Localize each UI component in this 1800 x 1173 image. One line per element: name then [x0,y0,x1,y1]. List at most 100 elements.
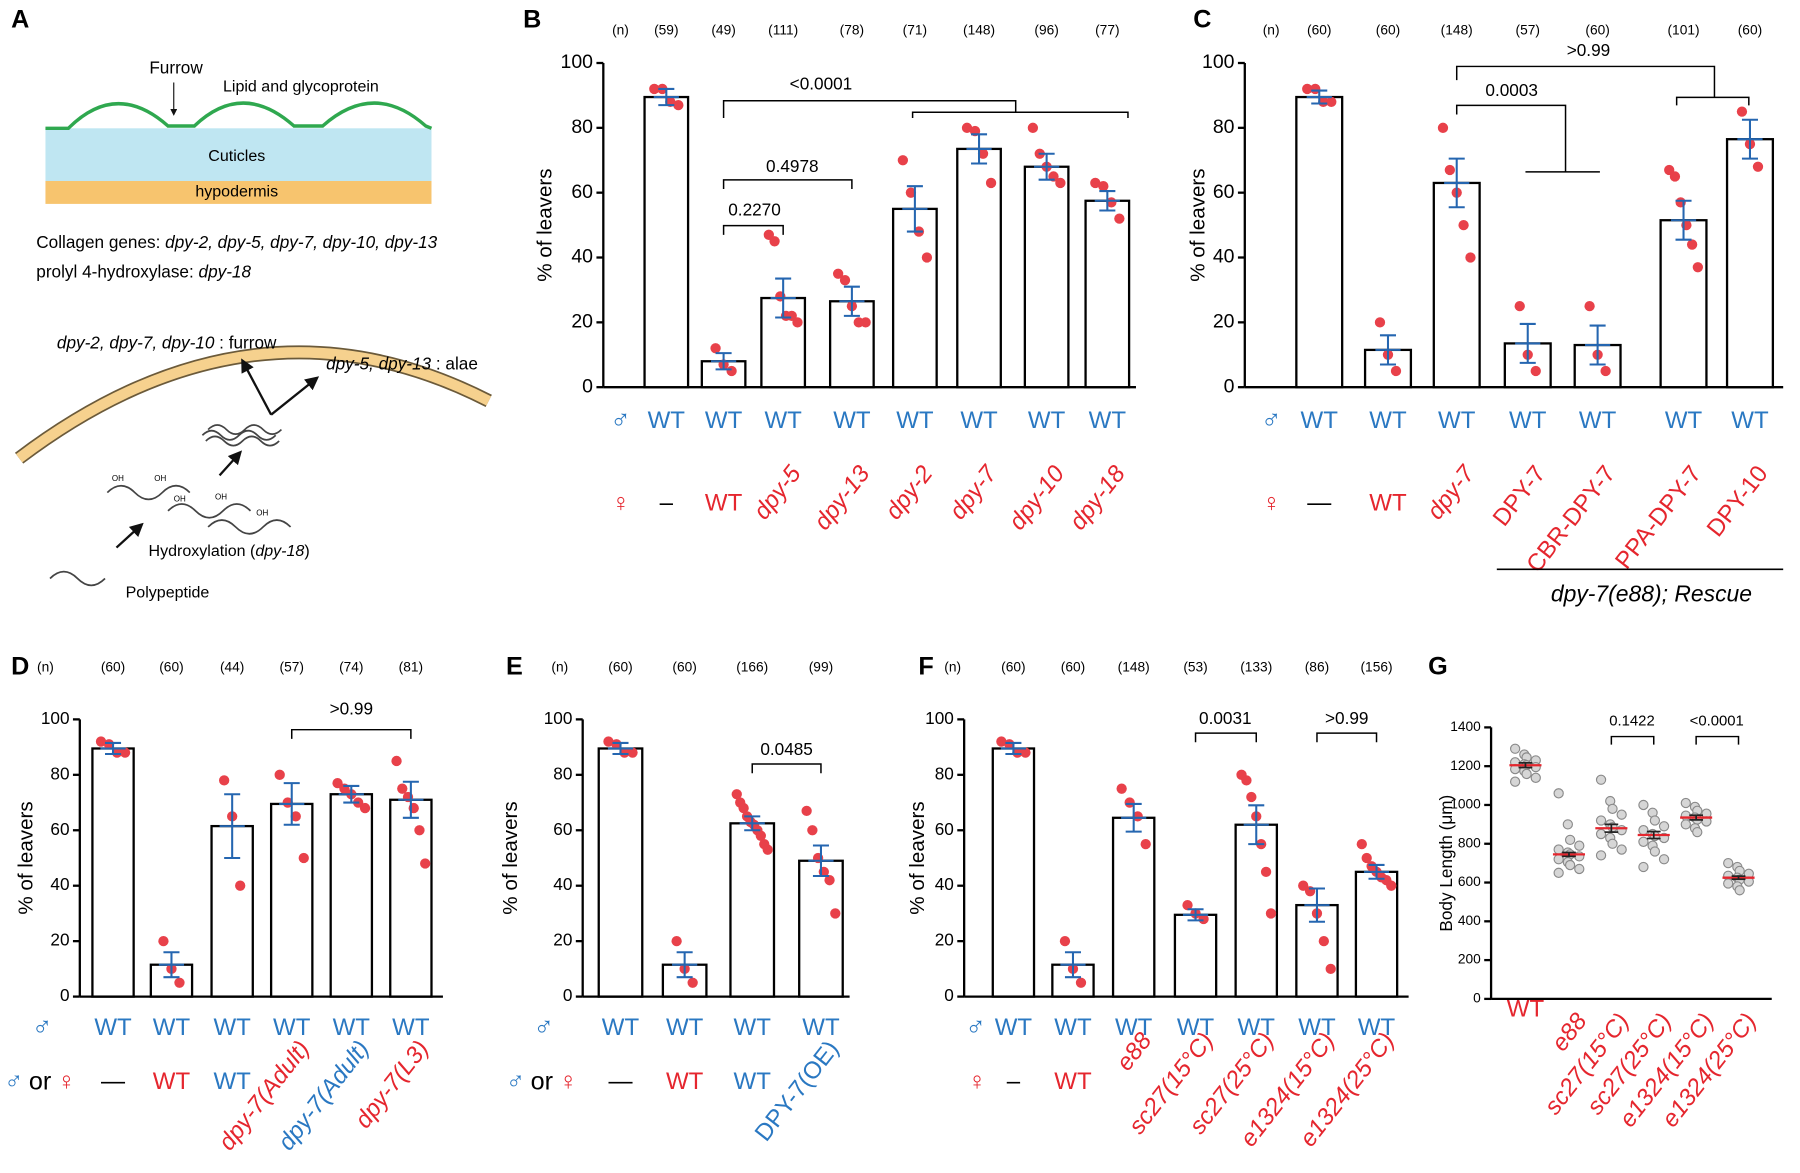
data-point [111,747,123,758]
n-label: (59) [654,23,678,38]
data-point [731,789,742,800]
n-label: (60) [1738,23,1762,38]
category-label: dpy-13 [809,460,876,535]
bar [389,798,433,998]
data-point [391,755,402,767]
male-label: WT [1301,407,1339,434]
n-label: (101) [1667,23,1699,38]
data-point [95,736,107,747]
category-label: WT [666,1068,704,1095]
arrow [115,522,144,549]
y-tick-label: 20 [935,930,954,950]
data-point [860,317,871,328]
male-label: WT [960,407,998,434]
data-point [1437,122,1449,133]
category-label: — [608,1068,633,1095]
data-point [985,177,997,189]
male-row-symbol: ♂ [1261,404,1282,435]
polypeptide-chain [49,570,106,587]
text: prolyl 4-hydroxylase: [36,261,198,281]
data-point [1182,899,1193,911]
y-axis-label: % of leavers [533,168,556,281]
bar [1503,342,1552,389]
panel-label: C [1193,5,1211,33]
male-label: WT [1238,1014,1276,1041]
data-point [1075,977,1087,988]
data-point [1692,262,1704,273]
y-tick-label: 0 [60,985,70,1005]
gene: dpy-18 [199,261,252,281]
y-tick-label: 400 [1458,913,1481,928]
data-point [710,343,721,354]
y-tick-label: 80 [1213,116,1235,138]
male-label: WT [1115,1014,1153,1041]
male-label: WT [1438,407,1476,434]
comparison-bracket [751,763,822,774]
data-point [1514,300,1525,312]
category-label: dpy-2 [880,460,939,525]
data-point [1752,161,1764,172]
male-label: WT [802,1014,840,1041]
panel-label: A [11,5,29,33]
n-header: (n) [1263,23,1280,38]
label: prolyl 4-hydroxylase: dpy-18 [36,261,251,281]
n-label: (148) [963,23,995,38]
data-point [961,122,973,133]
y-axis-label: % of leavers [906,801,929,914]
y-tick-label: 20 [571,310,593,332]
data-point [1530,772,1541,783]
y-tick-label: 60 [553,819,572,839]
y-axis-label: % of leavers [15,801,38,914]
male-label: WT [833,407,871,434]
male-row-symbol: ♂ [610,404,631,435]
female-row-label: ♀ [968,1067,987,1095]
data-point [290,811,301,822]
y-tick-label: 0 [944,985,954,1005]
y-tick-label: 40 [50,874,69,894]
data-point [1390,365,1402,377]
category-label: WT [705,489,743,516]
data-point [673,99,684,111]
y-tick-label: 60 [50,819,69,839]
category-label: — [1307,489,1332,516]
data-point [1574,851,1585,862]
male-label: WT [896,407,934,434]
male-label: WT [392,1014,430,1041]
comparison-bracket [1316,732,1378,743]
data-point [726,365,737,377]
comparison-bracket [1194,732,1257,743]
data-point [839,275,851,286]
n-header: (n) [944,659,961,674]
label: Collagen genes: dpy-2, dpy-5, dpy-7, dpy… [36,231,437,251]
bar [991,747,1036,998]
data-point [1055,177,1066,189]
data-point [1564,859,1576,871]
bar [1659,219,1708,389]
category-label: – [1007,1068,1021,1095]
data-point [1595,815,1607,826]
p-value: 0.1422 [1609,714,1654,730]
data-point [801,805,812,817]
oh-label: OH [174,495,186,504]
data-point [1116,783,1127,794]
male-label: WT [1731,407,1769,434]
n-label: (96) [1034,23,1058,38]
p-value: >0.99 [330,699,373,719]
data-point [977,148,989,159]
data-point [1326,96,1337,108]
data-point [1098,181,1109,192]
bar [643,95,690,389]
data-point [1616,809,1627,820]
male-row-symbol: ♂ [965,1011,986,1042]
n-label: (60) [1307,23,1331,38]
label: dpy-5, dpy-13 : alae [326,353,478,373]
row-symbol: or [531,1067,553,1095]
data-point [1374,317,1386,328]
y-axis-label: Body Length (μm) [1436,795,1456,932]
panel-label: D [11,652,29,680]
y-tick-label: 40 [935,874,954,894]
n-label: (78) [840,23,864,38]
n-label: (60) [1061,659,1085,674]
data-point [1198,913,1209,925]
